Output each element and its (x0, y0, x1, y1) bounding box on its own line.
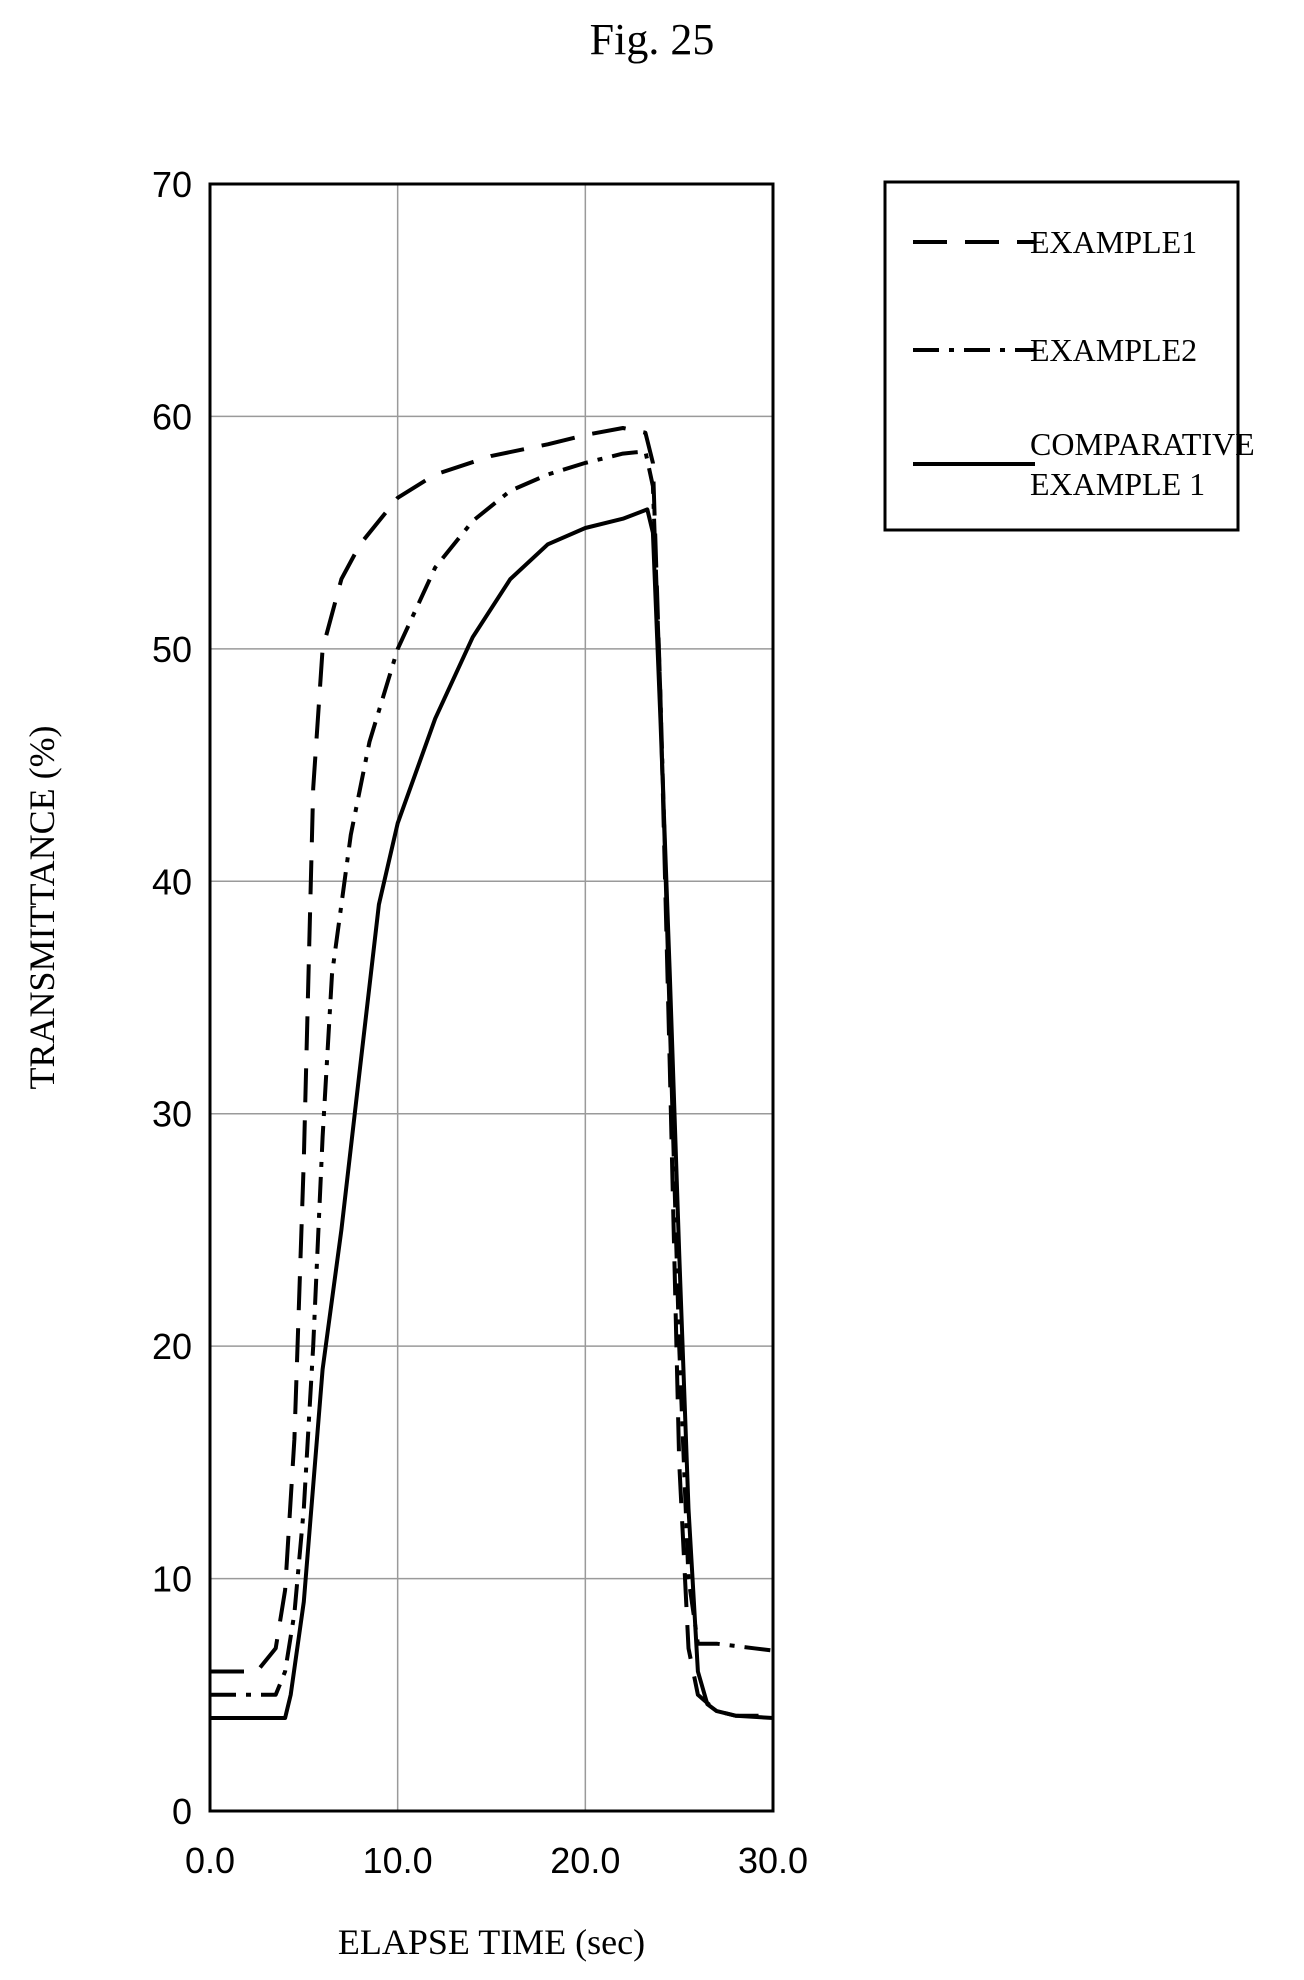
y-axis-label: TRANSMITTANCE (%) (22, 725, 62, 1089)
series-lines (210, 426, 774, 1720)
legend: EXAMPLE1 EXAMPLE2 COMPARATIVE EXAMPLE 1 (883, 180, 1255, 532)
legend-label-2: EXAMPLE2 (1030, 332, 1197, 368)
y-tick-label: 10 (152, 1559, 192, 1600)
x-tick-label: 30.0 (738, 1840, 808, 1881)
y-axis-ticks: 0 10 20 30 40 50 60 70 (152, 164, 192, 1832)
y-tick-label: 60 (152, 396, 192, 437)
x-tick-label: 10.0 (363, 1840, 433, 1881)
series-line-3 (210, 507, 774, 1720)
y-tick-label: 0 (172, 1791, 192, 1832)
legend-label-3: COMPARATIVE EXAMPLE 1 (1030, 426, 1255, 502)
y-tick-label: 40 (152, 861, 192, 902)
x-tick-label: 0.0 (185, 1840, 235, 1881)
y-tick-label: 70 (152, 164, 192, 205)
series-line-1 (210, 426, 773, 1718)
y-tick-label: 30 (152, 1094, 192, 1135)
legend-label-1: EXAMPLE1 (1030, 224, 1197, 260)
y-tick-label: 20 (152, 1326, 192, 1367)
x-axis-label: ELAPSE TIME (sec) (338, 1922, 645, 1962)
plot-area-frame (208, 182, 775, 1813)
y-tick-label: 50 (152, 629, 192, 670)
x-axis-ticks: 0.0 10.0 20.0 30.0 (185, 1840, 808, 1881)
figure-label: Fig. 25 (589, 15, 715, 64)
grid-lines (210, 184, 773, 1811)
x-tick-label: 20.0 (550, 1840, 620, 1881)
